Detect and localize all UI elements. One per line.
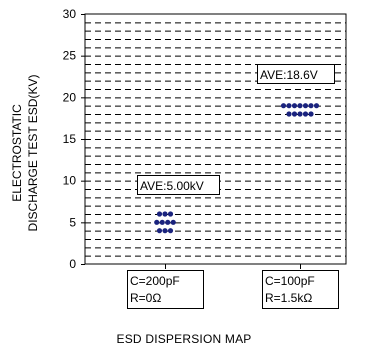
y-tick-label: 15 (63, 132, 77, 146)
category-label-line2: R=1.5kΩ (265, 291, 312, 305)
y-tick-label: 30 (63, 7, 77, 21)
category-label-line2: R=0Ω (130, 291, 161, 305)
data-point (170, 219, 176, 225)
data-points (154, 103, 320, 234)
data-point (308, 103, 314, 109)
y-axis-label-line2: DISCHARGE TEST ESD(KV) (26, 75, 40, 232)
data-point (297, 111, 303, 117)
data-point (313, 103, 320, 109)
data-point (302, 111, 309, 117)
data-point (165, 219, 171, 225)
y-tick-label: 20 (63, 90, 77, 104)
category-labels: C=200pF R=0Ω C=100pF R=1.5kΩ (127, 264, 339, 309)
average-annotation-box (137, 175, 220, 195)
average-annotation-label: AVE:18.6V (260, 68, 318, 82)
average-annotation-label: AVE:5.00kV (140, 179, 204, 193)
category-label-line1: C=100pF (265, 274, 315, 288)
gridlines (85, 22, 346, 257)
data-point (291, 111, 298, 117)
data-point (162, 211, 168, 217)
data-point (167, 211, 174, 217)
data-point (308, 111, 314, 117)
average-annotation-box (257, 64, 335, 84)
y-tick-label: 5 (69, 215, 76, 229)
data-point (302, 103, 309, 109)
y-tick-label: 25 (63, 49, 77, 63)
category-label-box (262, 270, 339, 309)
category-label-box (127, 270, 204, 309)
y-axis-label-line1: ELECTROSTATIC (10, 104, 24, 202)
data-point (286, 111, 292, 117)
average-annotations: AVE:5.00kV AVE:18.6V (137, 64, 335, 195)
data-point (159, 219, 165, 225)
data-point (154, 219, 160, 225)
data-point (156, 211, 163, 217)
data-point (280, 103, 287, 109)
data-point (167, 228, 174, 234)
category-label-line1: C=200pF (130, 274, 180, 288)
y-axis-label: ELECTROSTATIC DISCHARGE TEST ESD(KV) (10, 75, 40, 232)
y-tick-label: 10 (63, 174, 77, 188)
data-point (286, 103, 292, 109)
y-tick-label: 0 (69, 257, 76, 271)
y-axis-ticks: 0 5 10 15 20 25 30 (63, 7, 85, 271)
x-axis-label: ESD DISPERSION MAP (116, 332, 252, 346)
data-point (162, 228, 168, 234)
data-point (156, 228, 163, 234)
data-point (297, 103, 303, 109)
data-point (291, 103, 298, 109)
